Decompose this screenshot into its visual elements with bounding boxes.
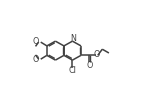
- Text: O: O: [86, 61, 93, 70]
- Text: O: O: [33, 37, 39, 46]
- Text: N: N: [70, 34, 76, 43]
- Text: O: O: [94, 51, 100, 59]
- Text: Cl: Cl: [69, 66, 76, 75]
- Text: O: O: [33, 55, 39, 64]
